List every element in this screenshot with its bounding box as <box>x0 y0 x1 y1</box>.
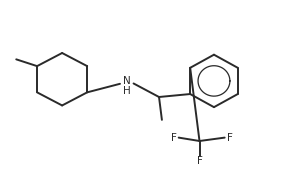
Text: H: H <box>123 86 131 96</box>
Text: F: F <box>197 156 202 166</box>
Text: F: F <box>227 133 233 143</box>
Text: F: F <box>171 133 176 143</box>
Text: N: N <box>123 76 131 86</box>
